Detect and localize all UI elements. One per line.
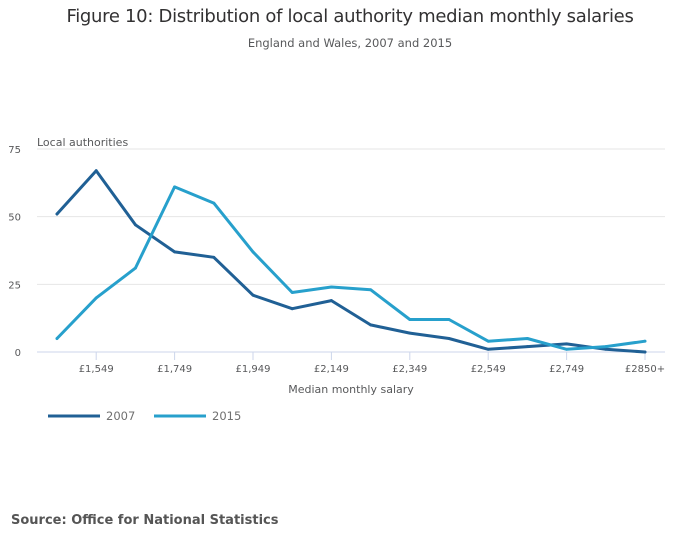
data-point-2007 [486,347,490,351]
x-tick-label: £2,549 [471,364,506,375]
data-point-2007 [643,350,647,354]
data-point-2015 [408,318,412,321]
data-point-2007 [134,223,137,227]
data-point-2007 [330,299,333,302]
data-point-2015 [604,345,608,348]
x-tick-label: £2,149 [314,364,349,375]
data-point-2015 [643,339,647,343]
data-point-2015 [55,337,59,340]
chart-subtitle: England and Wales, 2007 and 2015 [247,36,453,50]
data-point-2007 [408,331,412,335]
data-point-2015 [330,285,333,289]
y-tick-label: 50 [8,213,21,224]
x-tick-label: £1,549 [79,364,114,375]
data-point-2015 [94,296,98,300]
data-point-2007 [251,293,255,297]
data-point-2007 [173,250,177,254]
x-axis-ticks: £1,549 £1,749 £1,949 £2,149 £2,349 £2,549 £2,7… [79,352,665,375]
y-tick-label: 75 [8,145,21,156]
data-point-2015 [486,339,490,343]
y-tick-label: 0 [15,348,21,359]
data-point-2015 [526,337,529,340]
x-tick-label: £1,949 [236,364,271,375]
x-tick-label: £2,749 [549,364,584,375]
data-point-2015 [369,288,372,292]
data-point-2015 [212,201,216,205]
data-point-2015 [134,266,137,270]
data-point-2015 [290,291,294,294]
data-point-2007 [526,345,529,348]
x-axis-title: Median monthly salary [288,383,414,396]
data-point-2015 [251,250,255,254]
data-point-2015 [565,347,568,351]
data-point-2007 [55,212,59,216]
x-tick-label: £2,349 [392,364,427,375]
legend: 2007 2015 [48,409,241,423]
legend-label-2015: 2015 [212,409,241,423]
data-point-2007 [565,342,568,346]
data-point-2007 [447,337,451,340]
data-point-2015 [173,185,177,189]
x-tick-label: £1,749 [157,364,192,375]
legend-label-2007: 2007 [106,409,135,423]
y-tick-label: 25 [8,280,21,291]
chart-title: Figure 10: Distribution of local authori… [66,6,634,27]
y-axis-ticks: 0 25 50 75 [8,145,21,359]
data-point-2007 [290,307,294,311]
data-point-2007 [369,323,372,327]
series-line-2007 [55,169,647,354]
x-tick-label: £2850+ [625,364,665,375]
data-point-2007 [604,347,608,351]
gridlines [37,148,665,285]
series-line-2015 [55,185,647,351]
series-lines [55,169,647,354]
source-note: Source: Office for National Statistics [11,513,279,528]
data-point-2007 [94,169,98,173]
data-point-2007 [212,255,216,259]
y-axis-title: Local authorities [37,136,128,149]
data-point-2015 [447,318,451,321]
